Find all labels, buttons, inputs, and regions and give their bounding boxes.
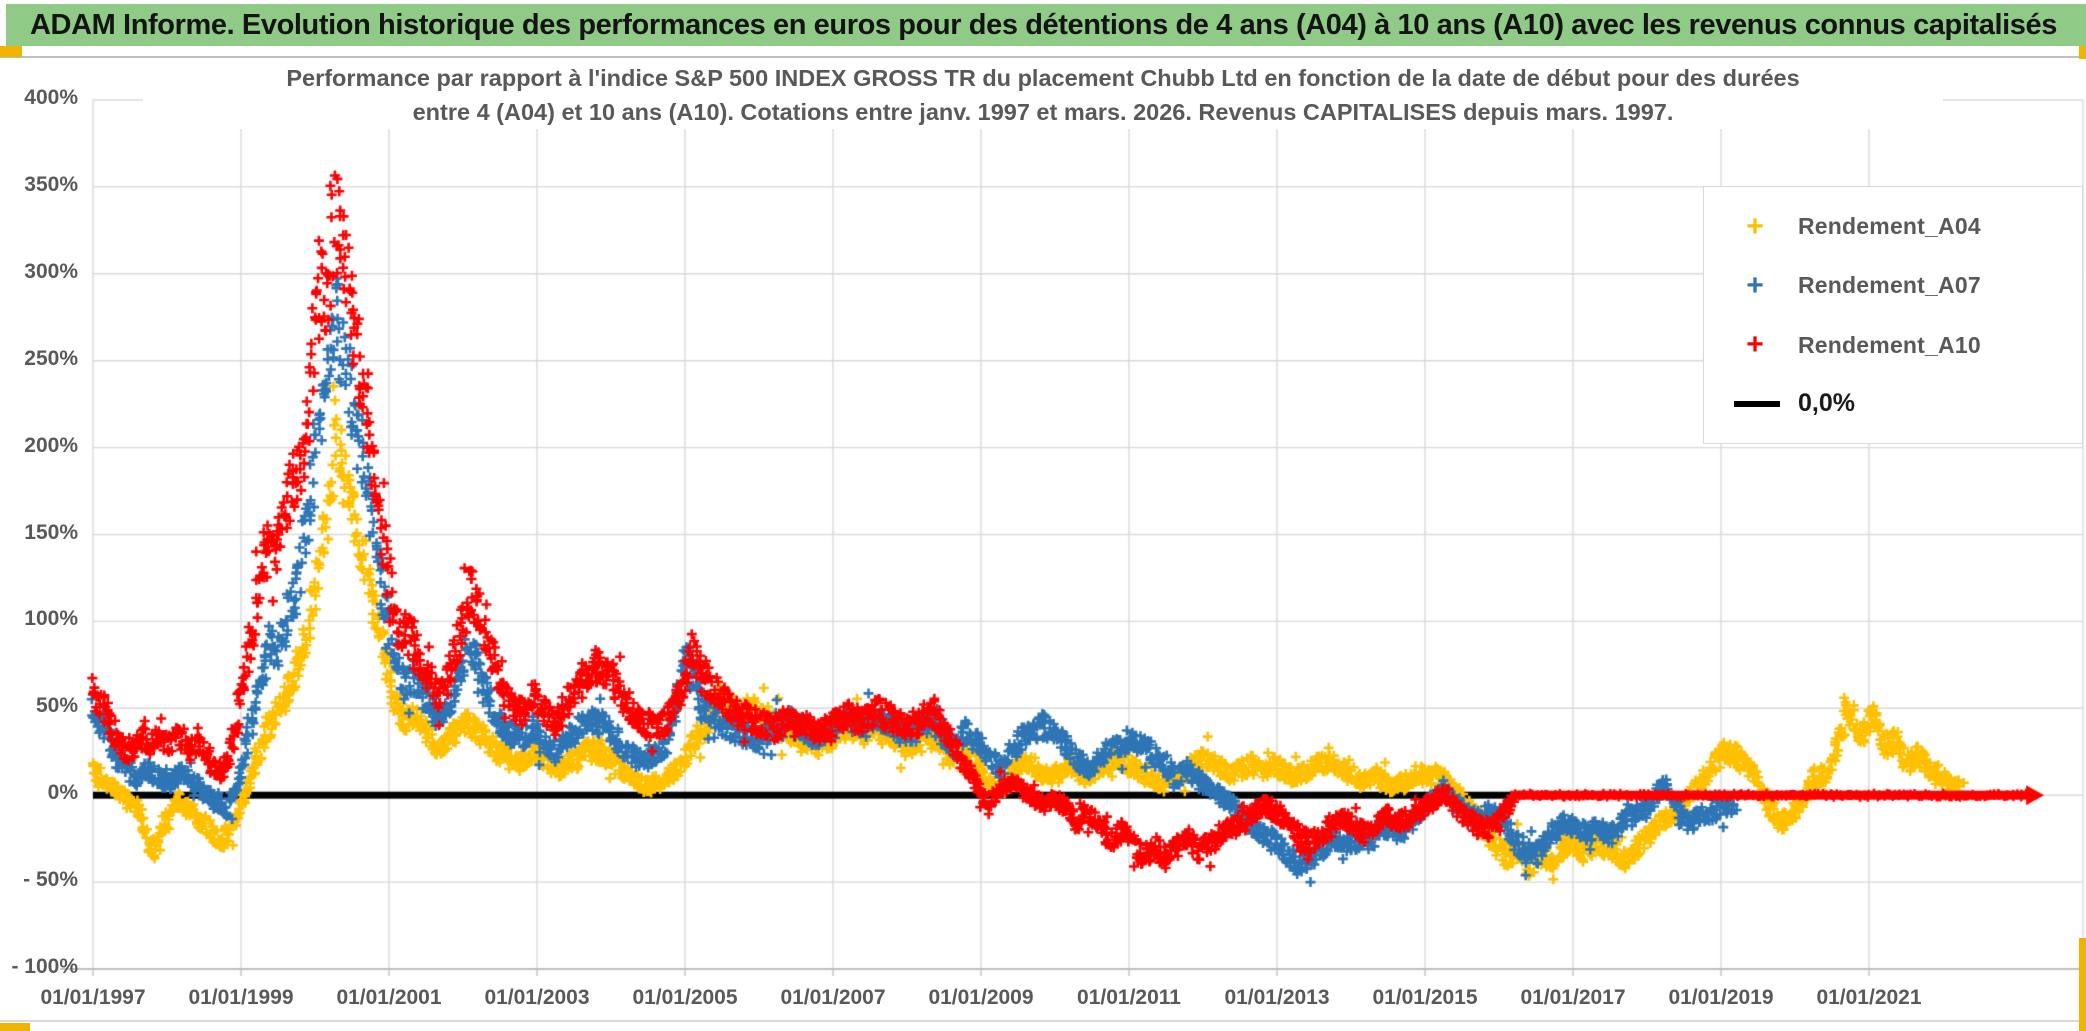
legend-item-rendement-a04[interactable]: + Rendement_A04 [1734,209,2082,243]
y-tick-label: 50% [35,694,78,718]
x-tick-label: 01/01/2001 [336,986,442,1009]
report-header-bar: ADAM Informe. Evolution historique des p… [6,4,2086,46]
x-tick-label: 01/01/2013 [1224,986,1330,1009]
y-tick-label: 350% [24,172,78,196]
y-tick-label: 400% [24,86,78,109]
plus-marker-icon: + [1746,268,1764,302]
plus-marker-icon: + [1746,328,1764,362]
x-tick-label: 01/01/2019 [1668,986,1774,1009]
chart-title: Performance par rapport à l'indice S&P 5… [143,61,1943,129]
x-tick-label: 01/01/1997 [40,986,146,1009]
y-tick-label: - 100% [11,955,78,978]
x-tick-label: 01/01/2017 [1520,986,1626,1009]
x-tick-label: 01/01/2011 [1077,986,1181,1009]
x-tick-label: 01/01/2009 [928,986,1034,1009]
y-tick-label: 100% [24,607,78,631]
accent-yellow-right-top [2079,46,2086,59]
accent-yellow-top-left [0,46,22,57]
chart-title-line2: entre 4 (A04) et 10 ans (A10). Cotations… [412,99,1674,125]
x-tick-label: 01/01/2003 [484,986,590,1009]
accent-yellow-right-bottom [2079,938,2086,1031]
x-tick-label: 01/01/2005 [632,986,738,1009]
y-tick-label: - 50% [23,868,78,892]
header-divider [0,56,2086,58]
legend-label: Rendement_A07 [1798,272,1981,299]
report-title: ADAM Informe. Evolution historique des p… [30,8,2057,41]
zero-line-icon [1734,400,1780,407]
y-tick-label: 300% [24,259,78,283]
x-tick-label: 01/01/2007 [780,986,886,1009]
x-tick-label: 01/01/2021 [1816,986,1922,1009]
legend-label: 0,0% [1798,389,1855,418]
legend-item-rendement-a07[interactable]: + Rendement_A07 [1734,268,2082,302]
accent-yellow-bottom-left [0,1023,30,1031]
x-tick-label: 01/01/2015 [1372,986,1478,1009]
legend-item-rendement-a10[interactable]: + Rendement_A10 [1734,330,2082,360]
footer-divider [0,1020,2086,1022]
y-tick-label: 150% [24,520,78,544]
legend-item-zero-line[interactable]: 0,0% [1734,389,2082,418]
chart-legend: + Rendement_A04 + Rendement_A07 + Rendem… [1703,186,2083,444]
y-tick-label: 0% [47,781,78,805]
x-tick-label: 01/01/1999 [188,986,294,1009]
chart-title-line1: Performance par rapport à l'indice S&P 5… [286,65,1800,91]
y-tick-label: 250% [24,346,78,370]
legend-label: Rendement_A04 [1798,213,1981,240]
legend-label: Rendement_A10 [1798,331,1981,358]
plus-marker-icon: + [1746,209,1764,243]
y-tick-label: 200% [24,433,78,457]
